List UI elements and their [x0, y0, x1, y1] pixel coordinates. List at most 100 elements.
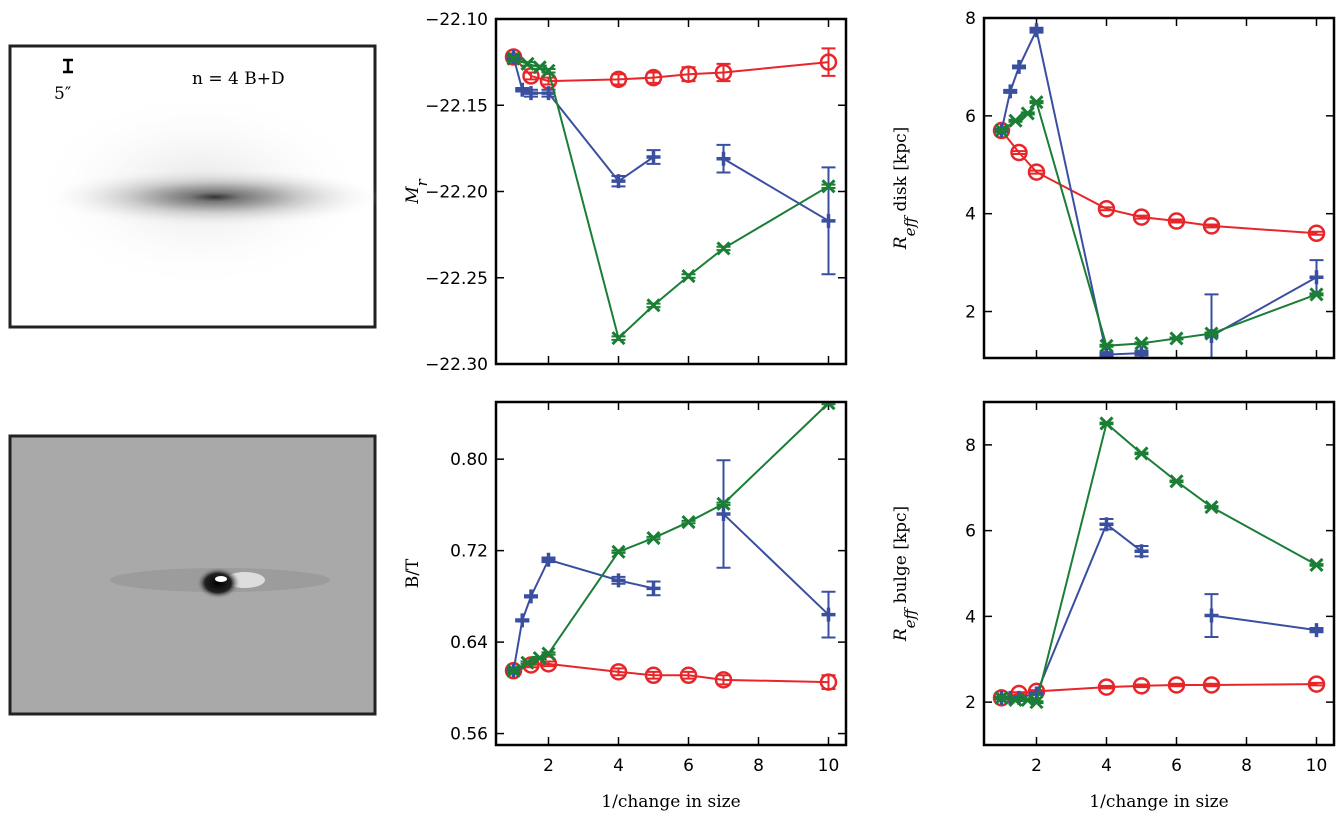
marker [1309, 270, 1324, 285]
marker [1027, 163, 1046, 181]
marker [541, 86, 556, 101]
marker [646, 298, 661, 313]
marker [609, 663, 628, 681]
marker [992, 121, 1011, 140]
y-tick-label: 4 [965, 205, 976, 225]
error-bar [1134, 683, 1149, 689]
series-line [1000, 27, 1317, 356]
marker [524, 86, 538, 101]
error-bar [1134, 214, 1149, 220]
y-tick-label: 2 [965, 303, 976, 323]
marker [1202, 676, 1221, 694]
y-tick-label: 0.56 [450, 725, 488, 745]
marker [1008, 113, 1023, 128]
marker [541, 63, 556, 78]
x-tick-label: 8 [1241, 756, 1252, 776]
error-bar [1309, 681, 1324, 687]
marker [1012, 59, 1026, 74]
marker [646, 581, 661, 596]
marker [1307, 675, 1326, 693]
marker [1134, 446, 1149, 461]
series-line [1000, 99, 1317, 347]
marker [1202, 217, 1221, 235]
marker [504, 661, 523, 680]
residual-spot [215, 576, 227, 582]
y-axis-label-part: bulge [kpc] [891, 506, 911, 609]
error-bar [1204, 223, 1219, 229]
error-bar [681, 670, 696, 680]
marker [716, 507, 731, 522]
marker [1169, 474, 1184, 489]
marker [1204, 608, 1219, 623]
y-tick-label: −22.25 [425, 269, 488, 289]
marker [504, 48, 523, 66]
y-tick-label: 6 [965, 522, 976, 542]
marker [506, 663, 521, 678]
galaxy [50, 167, 380, 227]
marker [716, 496, 731, 511]
chart-panel: 0.56 0.64 0.72 0.80 2 4 6 8 10 1/change in size B/… [403, 400, 848, 812]
marker [1309, 287, 1324, 302]
plot-area [992, 416, 1326, 710]
x-tick-label: 8 [753, 756, 764, 776]
axes-frame [982, 16, 1336, 360]
y-axis-label-part: disk [kpc] [891, 127, 911, 217]
marker [646, 150, 661, 164]
marker [1099, 338, 1114, 353]
marker [1169, 331, 1184, 346]
y-tick-label: −22.20 [425, 183, 488, 203]
residual-image [8, 434, 377, 716]
marker [644, 666, 663, 685]
series-line [513, 57, 830, 341]
x-tick-label: 4 [613, 756, 624, 776]
marker [1167, 212, 1186, 230]
axes-frame [494, 400, 848, 747]
marker [1097, 200, 1116, 218]
error-bar [1099, 684, 1114, 690]
y-tick-label: 2 [965, 693, 976, 713]
y-axis-label: Reff disk [kpc] [891, 127, 919, 250]
marker [821, 179, 836, 194]
marker [644, 68, 663, 87]
plot-area [504, 402, 838, 691]
marker [1132, 208, 1151, 226]
marker [611, 174, 626, 189]
marker [1134, 336, 1149, 351]
axes-frame [494, 17, 848, 366]
y-axis-label-part: B/T [403, 558, 423, 588]
marker [681, 268, 696, 284]
marker [515, 613, 530, 628]
marker [819, 673, 838, 691]
y-axis-label-part: eff [901, 215, 919, 237]
marker [1029, 23, 1044, 38]
y-axis-label-part: M [403, 186, 423, 205]
x-axis-label: 1/change in size [1089, 792, 1228, 812]
y-tick-label: −22.10 [425, 10, 488, 30]
marker [1167, 676, 1186, 694]
y-axis-label-part: r [413, 178, 431, 186]
error-bar [611, 667, 626, 677]
marker [679, 666, 698, 685]
marker [1309, 623, 1324, 638]
plot-area [992, 23, 1326, 358]
marker [1099, 347, 1114, 358]
series-line [512, 513, 830, 671]
error-bar [1029, 169, 1044, 175]
marker [1029, 95, 1044, 110]
marker [1204, 326, 1219, 341]
marker [1134, 544, 1149, 559]
marker [611, 331, 626, 346]
series-line [1001, 522, 1317, 699]
x-tick-label: 4 [1101, 756, 1112, 776]
marker [506, 51, 521, 66]
x-tick-label: 6 [1171, 756, 1182, 776]
marker [821, 607, 836, 622]
model-image: 5″ n = 4 B+D [8, 44, 380, 329]
marker [524, 589, 538, 604]
marker [1010, 143, 1028, 162]
series-line [513, 402, 830, 672]
x-tick-label: 2 [543, 756, 554, 776]
y-tick-label: 4 [965, 607, 976, 627]
